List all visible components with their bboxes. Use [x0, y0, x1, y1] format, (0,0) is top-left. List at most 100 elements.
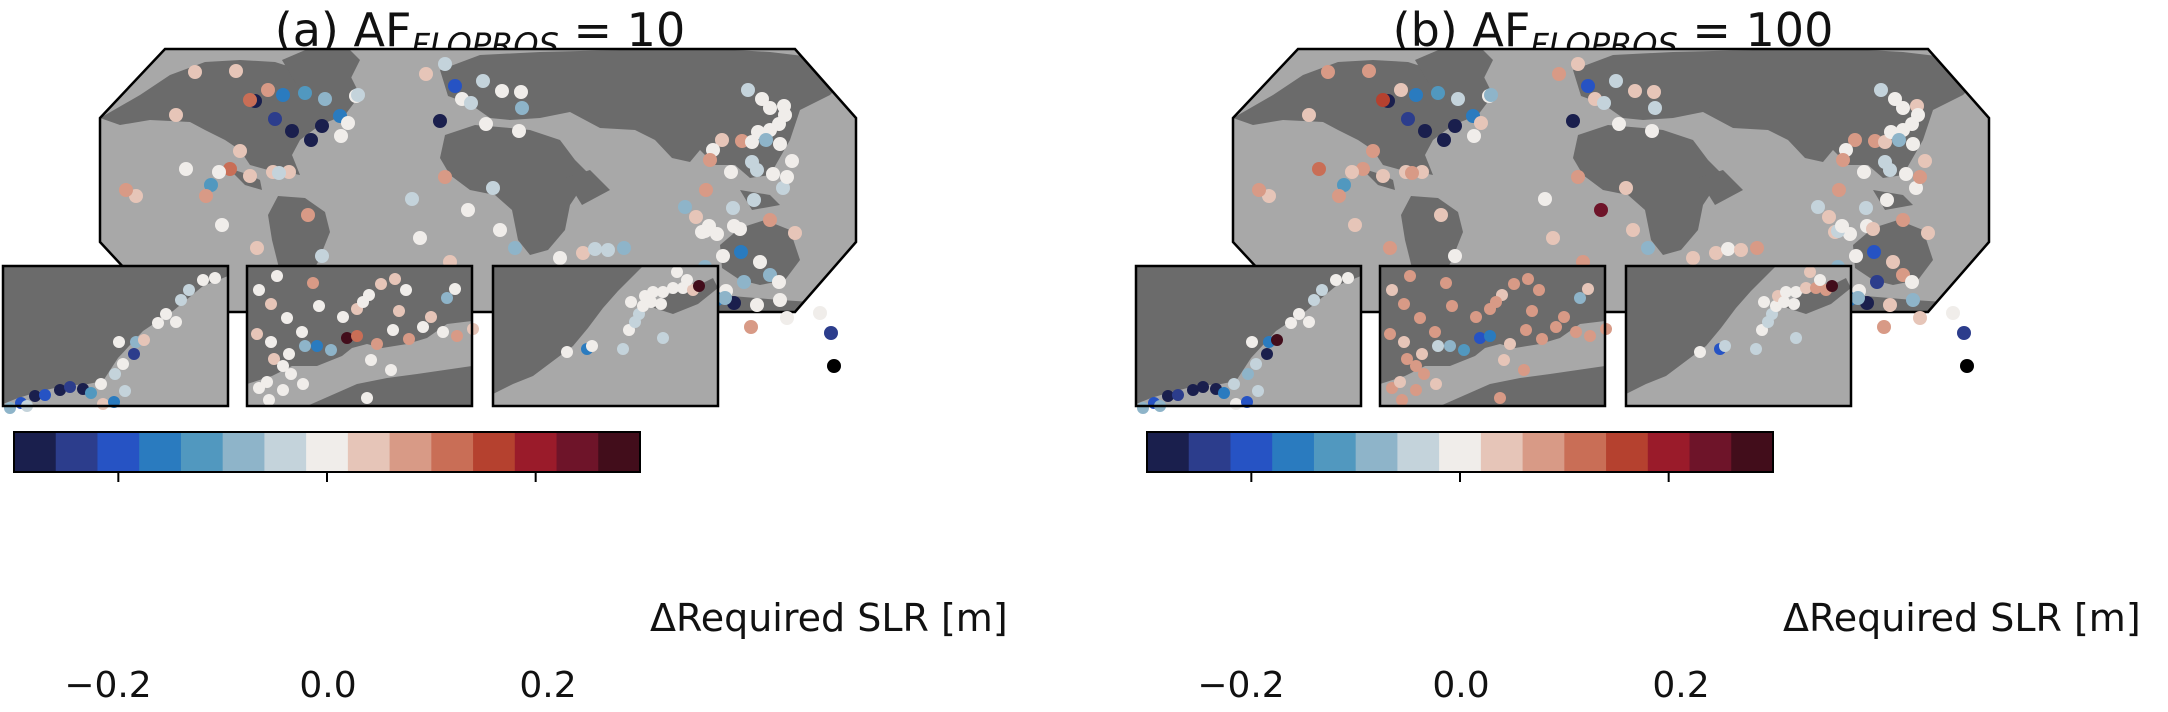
coastal-point	[1401, 353, 1413, 365]
coastal-point	[1431, 86, 1445, 100]
coastal-point	[1835, 219, 1849, 233]
coastal-point	[1896, 101, 1910, 115]
coastal-point	[400, 284, 412, 296]
coastal-point	[1888, 92, 1902, 106]
coastal-point	[1880, 193, 1894, 207]
coastal-point	[1913, 311, 1927, 325]
coastal-point	[283, 348, 295, 360]
coastal-point	[1308, 294, 1320, 306]
colorbar-swatch	[1355, 432, 1398, 472]
coastal-point	[1321, 65, 1335, 79]
coastal-point	[464, 96, 478, 110]
landmass	[1415, 49, 1493, 96]
coastal-point	[1859, 201, 1873, 215]
coastal-point	[733, 222, 747, 236]
coastal-point	[734, 245, 748, 259]
coastal-point	[1709, 246, 1723, 260]
coastal-point	[389, 273, 401, 285]
coastal-point	[1467, 129, 1481, 143]
coastal-point	[209, 272, 221, 284]
coastal-point	[718, 291, 732, 305]
coastal-point	[1250, 358, 1262, 370]
coastal-point	[1566, 114, 1580, 128]
coastal-point	[318, 92, 332, 106]
coastal-point	[1957, 326, 1971, 340]
coastal-point	[1348, 218, 1362, 232]
coastal-point	[337, 311, 349, 323]
colorbar-tick: −0.2	[1197, 665, 1285, 706]
coastal-point	[1430, 378, 1442, 390]
coastal-point	[1345, 165, 1359, 179]
landmass	[282, 49, 360, 96]
coastal-point	[780, 170, 794, 184]
coastal-point	[715, 133, 729, 147]
coastal-point	[1437, 133, 1451, 147]
coastal-point	[1405, 166, 1419, 180]
coastal-point	[285, 124, 299, 138]
coastal-point	[438, 170, 452, 184]
coastal-point	[265, 336, 277, 348]
coastal-point	[160, 308, 172, 320]
coastal-point	[109, 368, 121, 380]
colorbar-tick: 0.0	[1432, 665, 1490, 706]
coastal-point	[588, 242, 602, 256]
coastal-point	[1571, 57, 1585, 71]
coastal-point	[1448, 119, 1462, 133]
coastal-point	[763, 101, 777, 115]
colorbar-swatch	[306, 432, 349, 472]
colorbar-swatch	[1147, 432, 1190, 472]
coastal-point	[1906, 293, 1920, 307]
landmass	[100, 60, 360, 175]
inset-europe	[245, 264, 479, 408]
coastal-point	[1734, 243, 1748, 257]
coastal-point	[759, 133, 773, 147]
colorbar	[1146, 431, 1774, 482]
coastal-point	[448, 79, 462, 93]
inset-north-america	[1134, 264, 1363, 414]
coastal-point	[271, 270, 283, 282]
coastal-point	[1804, 266, 1816, 278]
coastal-point	[1822, 210, 1836, 224]
colorbar-swatch	[1188, 432, 1231, 472]
coastal-point	[1686, 251, 1700, 265]
coastal-point	[1504, 338, 1516, 350]
colorbar-swatch	[97, 432, 140, 472]
coastal-point	[1619, 181, 1633, 195]
coastal-point	[285, 368, 297, 380]
colorbar-swatch	[1689, 432, 1732, 472]
landmass	[1136, 266, 1361, 404]
coastal-point	[1832, 183, 1846, 197]
coastal-point	[315, 249, 329, 263]
coastal-point	[1905, 275, 1919, 289]
coastal-point	[1394, 83, 1408, 97]
coastal-point	[1571, 170, 1585, 184]
inset-frame	[491, 264, 720, 408]
coastal-point	[1484, 88, 1498, 102]
coastal-point	[1826, 280, 1838, 292]
coastal-point	[296, 326, 308, 338]
coastal-point	[29, 390, 41, 402]
coastal-point	[1867, 245, 1881, 259]
coastal-point	[1316, 284, 1328, 296]
colorbar-tick: 0.2	[519, 665, 577, 706]
coastal-point	[425, 311, 437, 323]
coastal-point	[1394, 376, 1406, 388]
landmass	[493, 266, 643, 394]
colorbar-swatch	[598, 432, 641, 472]
map-figure	[1134, 47, 1991, 482]
coastal-point	[813, 306, 827, 320]
coastal-point	[268, 353, 280, 365]
coastal-point	[1162, 390, 1174, 402]
inset-land	[1380, 266, 1605, 406]
coastal-point	[341, 116, 355, 130]
coastal-point	[512, 124, 526, 138]
colorbar-swatch	[556, 432, 599, 472]
coastal-point	[243, 93, 257, 107]
coastal-point	[1432, 340, 1444, 352]
coastal-point	[1434, 208, 1448, 222]
coastal-point	[1558, 311, 1570, 323]
coastal-point	[461, 203, 475, 217]
coastal-point	[495, 84, 509, 98]
coastal-point	[1626, 223, 1640, 237]
coastal-point	[1909, 181, 1923, 195]
